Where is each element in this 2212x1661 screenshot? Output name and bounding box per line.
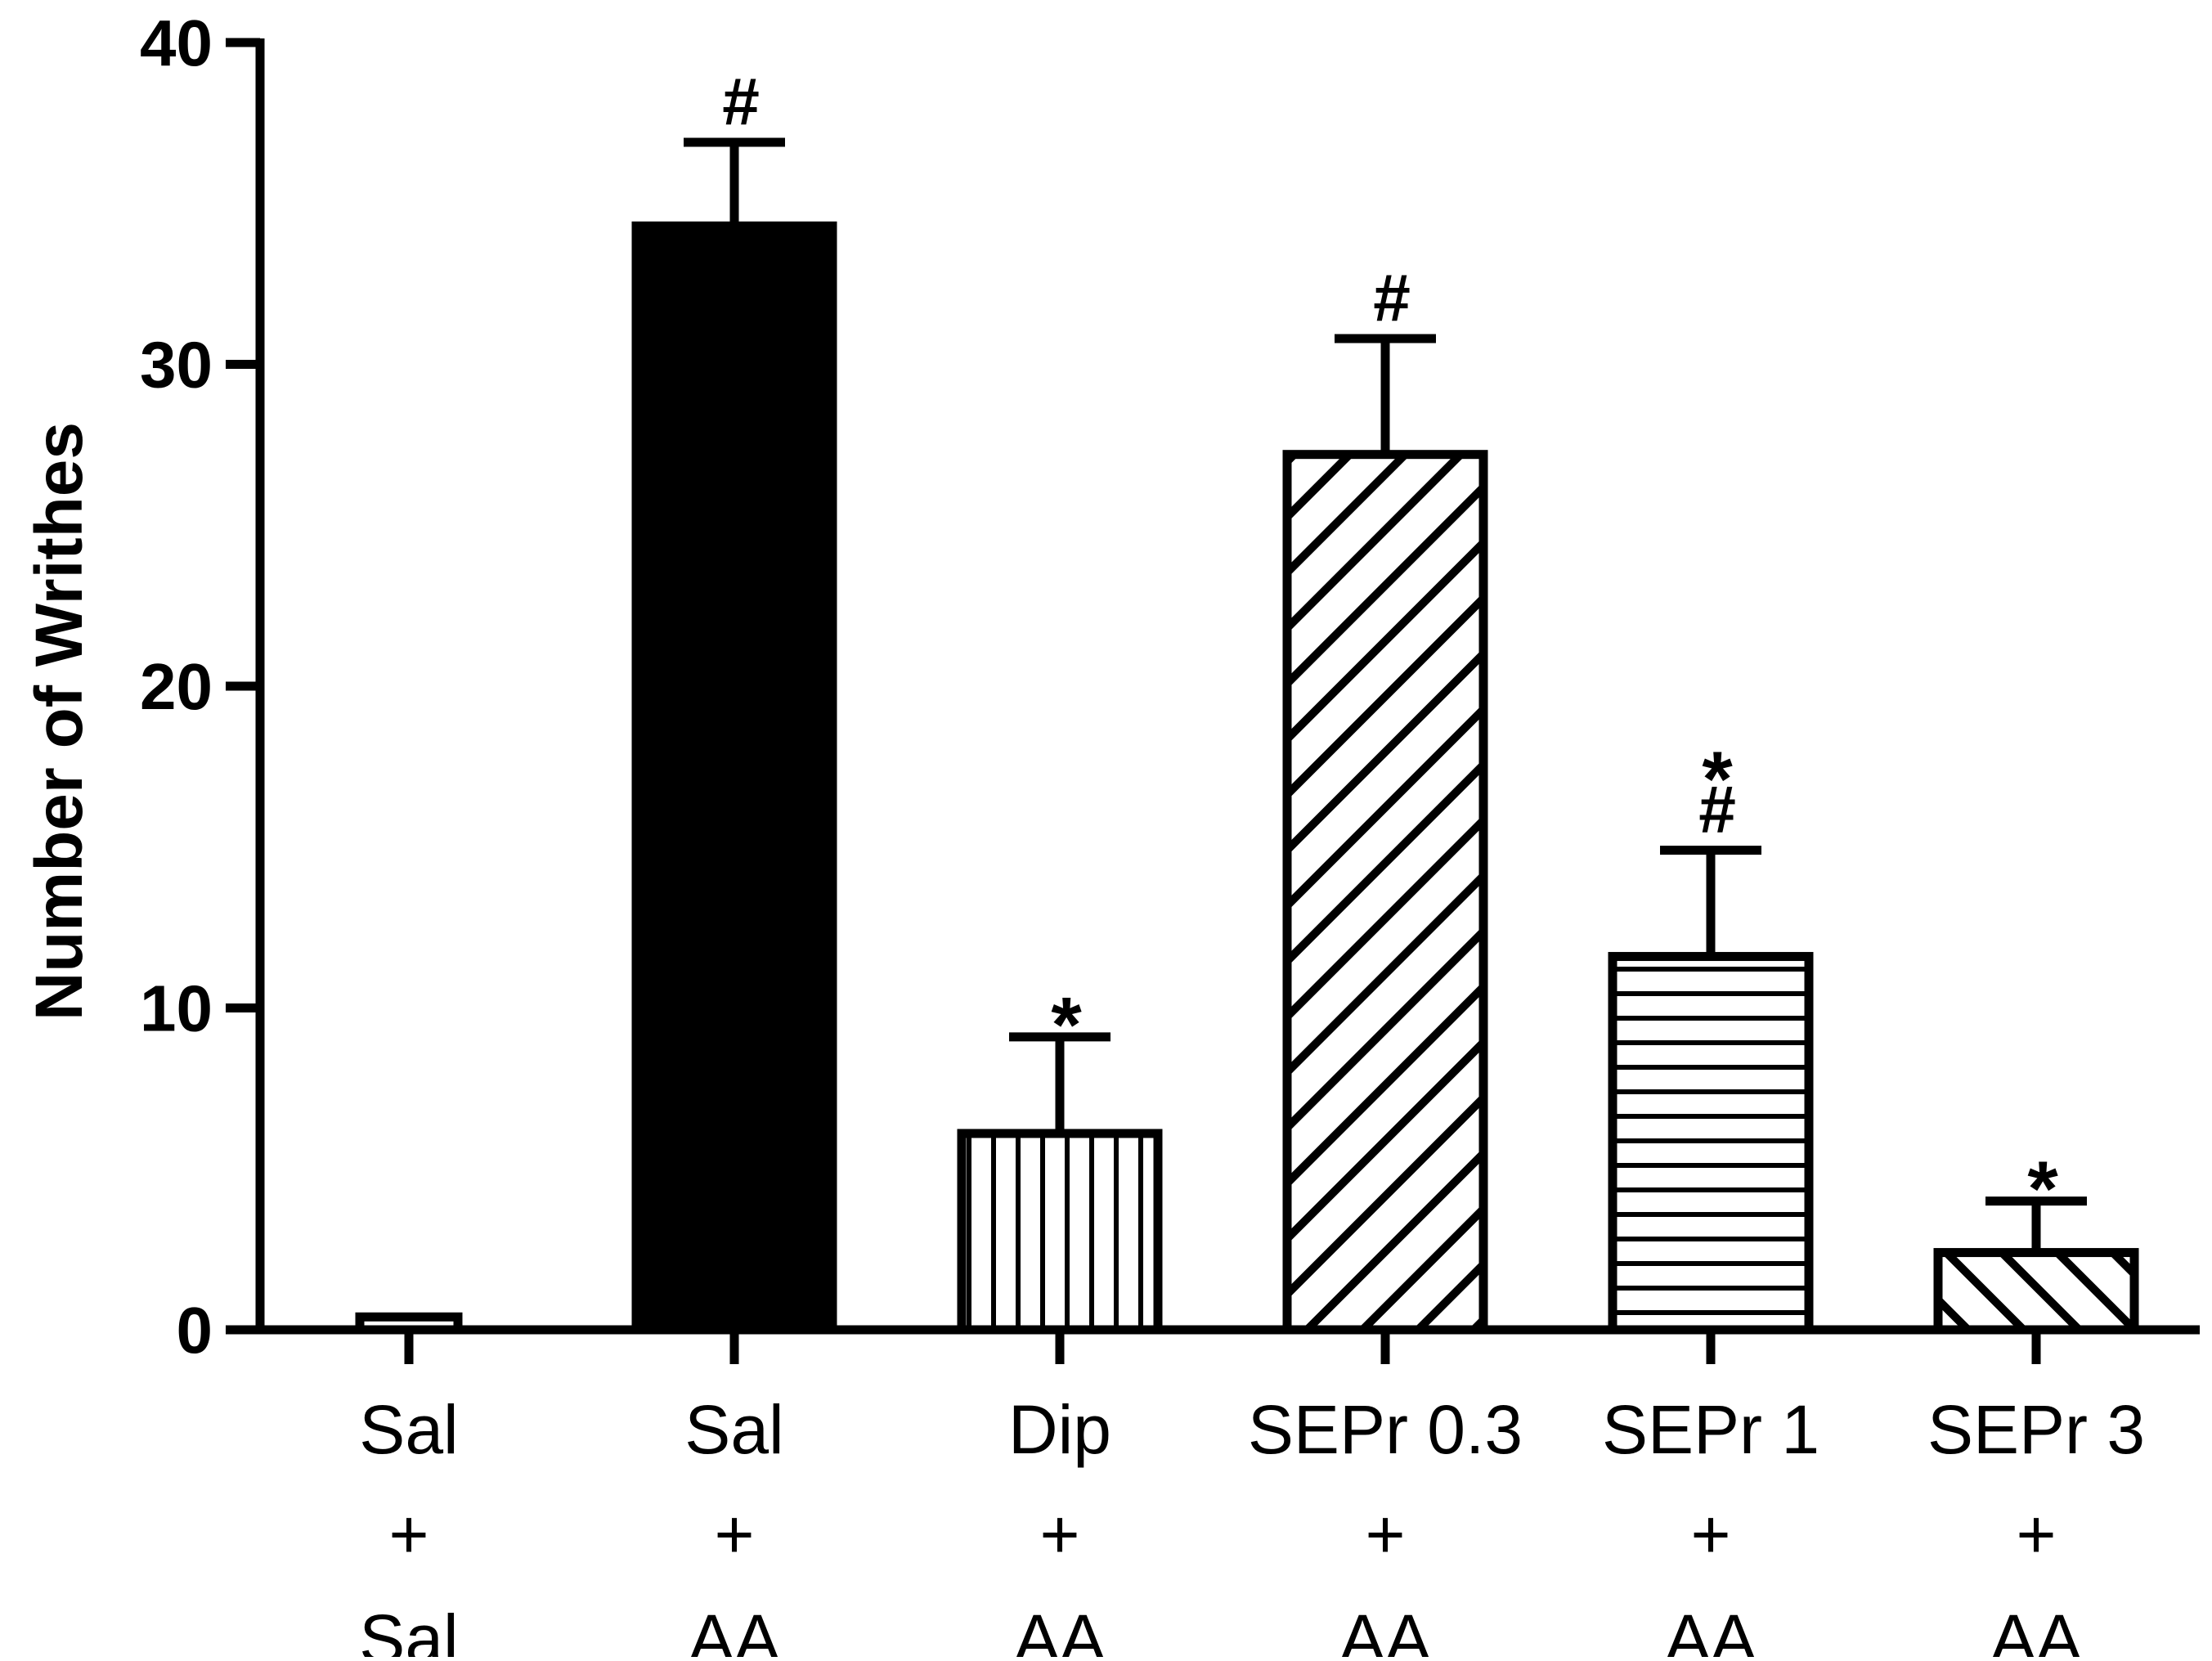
x-tick-label-3-0: SEPr 0.3	[1248, 1391, 1523, 1468]
x-tick-label-5-2: AA	[1990, 1600, 2082, 1657]
x-tick-label-0-1: +	[388, 1496, 428, 1573]
significance-marker-5-0: *	[2027, 1146, 2058, 1233]
bar-sepr-3-5	[1933, 1248, 2139, 1335]
category-labels-layer: Sal + Sal Sal + AA Dip + AA SEPr 0.3 + AA SEPr 1 + AA S…	[359, 1391, 2145, 1661]
x-tick-label-1-2: AA	[689, 1600, 780, 1657]
error-bars-layer	[684, 137, 2087, 1253]
x-tick-label-4-2: AA	[1665, 1600, 1757, 1657]
x-tick-label-3-2: AA	[1339, 1600, 1431, 1657]
significance-marker-2-0: *	[1051, 981, 1082, 1069]
y-tick-label-40: 40	[140, 7, 213, 79]
y-tick-label-30: 30	[140, 329, 213, 402]
bar-dip-2	[957, 1129, 1163, 1335]
significance-marker-3-0: #	[1373, 261, 1411, 335]
x-tick-label-4-0: SEPr 1	[1602, 1391, 1819, 1468]
x-tick-label-0-0: Sal	[359, 1391, 458, 1468]
x-tick-label-2-1: +	[1039, 1496, 1079, 1573]
y-tick-label-10: 10	[140, 972, 213, 1045]
x-tick-label-5-0: SEPr 3	[1927, 1391, 2145, 1468]
bar-sepr-0-3-3	[1282, 450, 1488, 1335]
x-tick-label-1-1: +	[714, 1496, 754, 1573]
significance-annotations-layer: #*##**	[722, 65, 2058, 1233]
bars-layer	[355, 221, 2139, 1335]
axes-layer: 0 10 20 30 40	[140, 7, 2200, 1367]
y-tick-label-0: 0	[177, 1294, 213, 1367]
bar-sepr-1-4	[1608, 952, 1814, 1335]
bar-sal-1	[631, 221, 837, 1335]
y-tick-label-20: 20	[140, 650, 213, 723]
x-tick-label-5-1: +	[2016, 1496, 2056, 1573]
x-tick-label-0-2: Sal	[359, 1600, 458, 1657]
x-tick-label-3-1: +	[1365, 1496, 1405, 1573]
x-tick-label-4-1: +	[1690, 1496, 1730, 1573]
y-axis-title: Number of Writhes	[22, 422, 96, 1021]
x-tick-label-2-0: Dip	[1008, 1391, 1111, 1468]
significance-marker-1-0: #	[722, 65, 760, 139]
x-tick-label-2-2: AA	[1014, 1600, 1106, 1657]
significance-marker-4-0: #	[1698, 773, 1736, 847]
significance-marker-4-1: *	[1702, 736, 1733, 824]
x-tick-label-1-0: Sal	[684, 1391, 783, 1468]
